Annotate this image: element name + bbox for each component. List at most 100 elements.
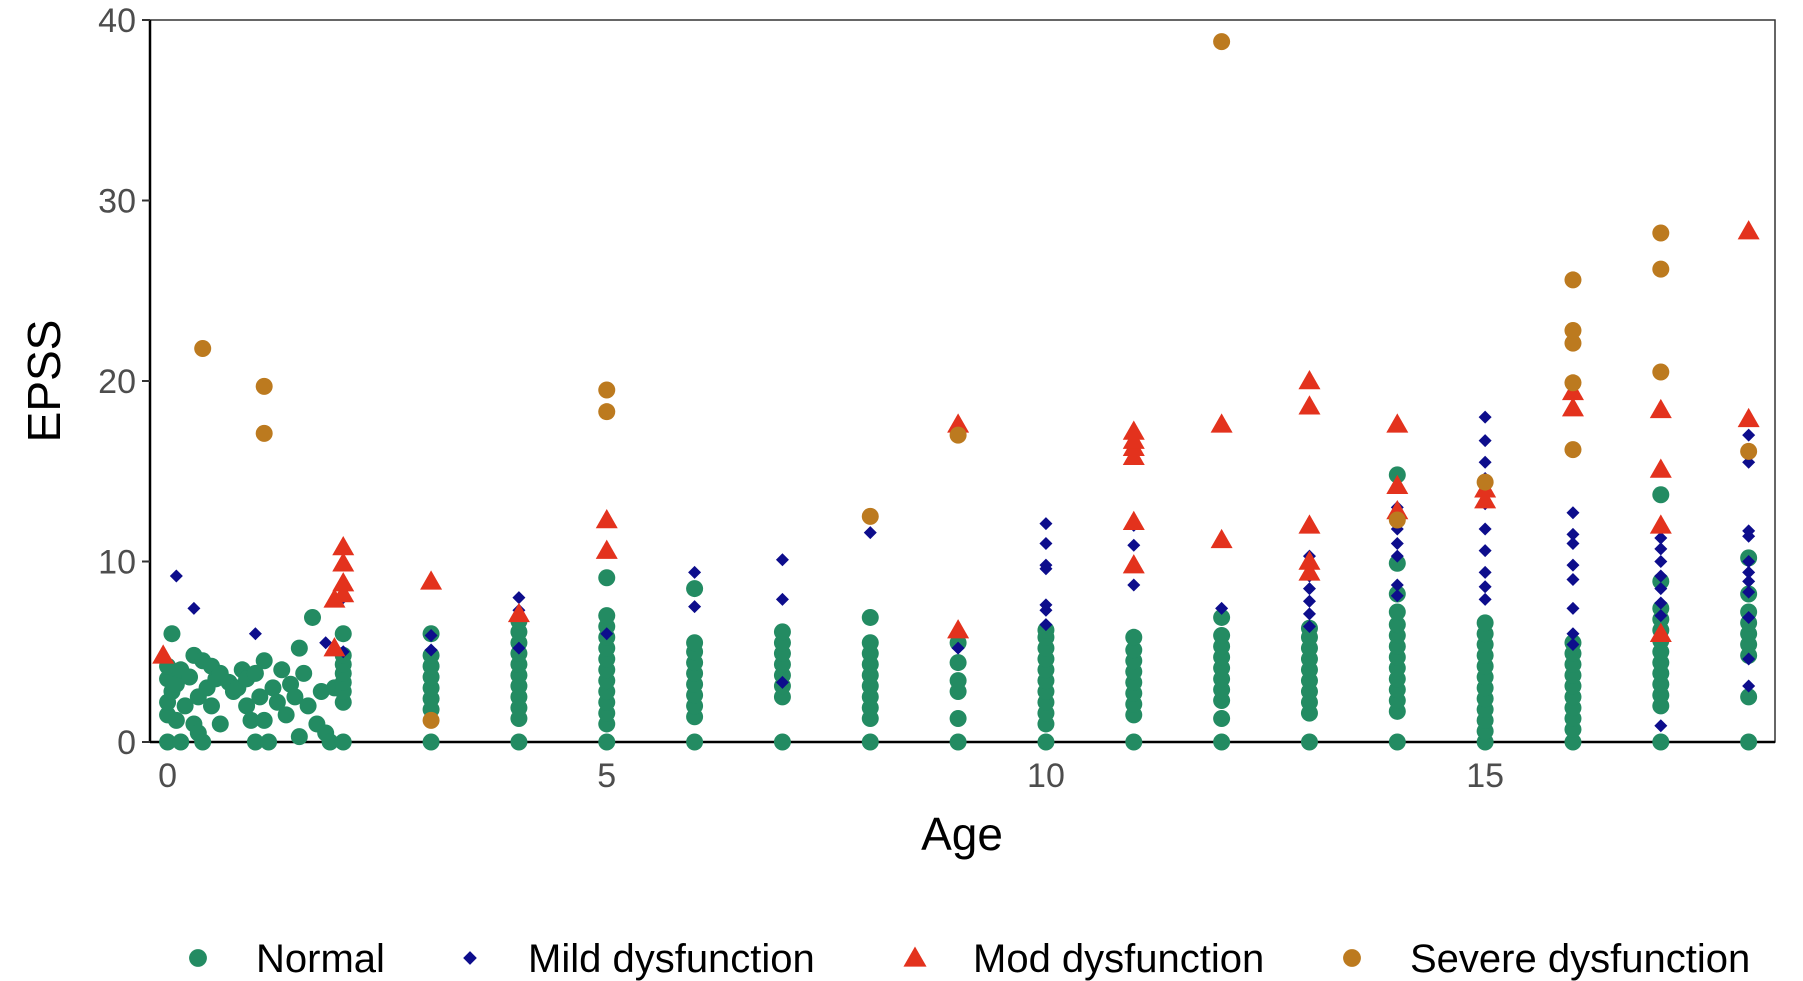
data-point-normal [1213, 608, 1231, 626]
data-point-mild-dysfunction [187, 601, 201, 615]
data-point-mild-dysfunction [1390, 589, 1404, 603]
data-point-mild-dysfunction [1478, 455, 1492, 469]
data-point-normal [290, 728, 308, 746]
data-point-mild-dysfunction [1390, 536, 1404, 550]
data-point-severe-dysfunction [194, 340, 212, 358]
data-point-mod-dysfunction [1737, 220, 1760, 240]
data-point-mild-dysfunction [1654, 555, 1668, 568]
legend-label: Mild dysfunction [528, 937, 815, 981]
plot-points [152, 33, 1760, 751]
data-point-normal [422, 733, 440, 751]
legend-key-mod-dysfunction [903, 946, 927, 967]
data-point-mod-dysfunction [323, 637, 346, 657]
data-point-normal [167, 675, 185, 693]
data-point-severe-dysfunction [1652, 363, 1670, 381]
data-point-severe-dysfunction [1476, 473, 1494, 491]
data-point-normal [1476, 614, 1494, 632]
data-point-normal [176, 697, 194, 715]
x-axis-ticks: 0 5 10 15 [158, 742, 1504, 795]
data-point-normal [211, 715, 229, 733]
data-point-mild-dysfunction [1742, 565, 1756, 579]
legend-label: Mod dysfunction [973, 937, 1264, 981]
data-point-mild-dysfunction [1654, 569, 1668, 583]
data-point-mild-dysfunction [1478, 410, 1492, 424]
data-point-normal [181, 668, 199, 686]
data-point-normal [312, 682, 330, 700]
data-point-normal [273, 661, 291, 679]
data-point-mod-dysfunction [152, 644, 175, 664]
data-point-mild-dysfunction [688, 565, 702, 579]
data-point-mod-dysfunction [332, 536, 355, 556]
data-point-normal [1037, 733, 1055, 751]
data-point-mild-dysfunction [1215, 601, 1229, 615]
data-point-mild-dysfunction [1566, 627, 1580, 641]
data-point-mod-dysfunction [332, 582, 355, 603]
data-point-severe-dysfunction [1740, 442, 1758, 460]
data-point-mod-dysfunction [332, 572, 355, 592]
data-point-severe-dysfunction [1652, 260, 1670, 278]
data-point-mild-dysfunction [1742, 679, 1756, 693]
data-point-normal [1388, 603, 1406, 621]
data-point-mild-dysfunction [1742, 610, 1756, 624]
y-axis-title: EPSS [18, 320, 70, 443]
data-point-severe-dysfunction [255, 424, 273, 442]
data-point-mild-dysfunction [1390, 578, 1404, 592]
data-point-normal [255, 711, 273, 729]
data-point-mod-dysfunction [1122, 554, 1145, 574]
y-tick-label: 40 [98, 2, 136, 40]
data-point-normal [686, 634, 704, 652]
data-point-mod-dysfunction [1474, 489, 1497, 509]
data-point-mod-dysfunction [1737, 407, 1760, 428]
data-point-normal [861, 608, 879, 626]
data-point-severe-dysfunction [1213, 33, 1231, 51]
data-point-normal [1125, 628, 1143, 646]
data-point-severe-dysfunction [598, 381, 616, 399]
data-point-mod-dysfunction [595, 508, 618, 529]
legend-key-mild-dysfunction [463, 951, 477, 965]
data-point-mod-dysfunction [595, 539, 618, 559]
y-tick-label: 0 [117, 724, 136, 762]
data-point-mild-dysfunction [1039, 558, 1053, 572]
x-tick-label: 5 [597, 757, 616, 795]
data-point-normal [949, 733, 967, 751]
data-point-mild-dysfunction [1302, 607, 1316, 621]
data-point-mild-dysfunction [1039, 618, 1053, 632]
data-point-mod-dysfunction [1122, 420, 1145, 440]
data-point-normal [260, 733, 278, 751]
data-point-mild-dysfunction [1654, 609, 1668, 623]
data-point-normal [304, 608, 321, 626]
data-point-mild-dysfunction [1654, 531, 1668, 545]
data-point-normal [246, 733, 264, 751]
data-point-mild-dysfunction [1039, 517, 1053, 531]
data-point-normal [268, 693, 286, 711]
data-point-mild-dysfunction [1478, 565, 1492, 579]
data-point-mild-dysfunction [951, 641, 965, 655]
data-point-mod-dysfunction [1298, 370, 1321, 390]
data-point-normal [1652, 486, 1670, 504]
data-point-normal [163, 625, 181, 643]
data-point-normal [510, 733, 528, 751]
data-point-mod-dysfunction [1561, 397, 1584, 417]
y-tick-label: 20 [98, 363, 136, 401]
series-mod-dysfunction [152, 220, 1760, 664]
data-point-normal [1740, 688, 1758, 706]
data-point-normal [194, 733, 212, 751]
data-point-mild-dysfunction [775, 675, 789, 689]
data-point-mild-dysfunction [1390, 549, 1404, 563]
legend-label: Normal [256, 937, 385, 981]
data-point-normal [949, 654, 967, 672]
data-point-mod-dysfunction [1649, 458, 1672, 478]
data-point-severe-dysfunction [1564, 441, 1582, 459]
y-tick-label: 10 [98, 544, 136, 582]
data-point-mild-dysfunction [1566, 536, 1580, 550]
data-point-mild-dysfunction [775, 553, 789, 567]
data-point-mild-dysfunction [512, 641, 526, 655]
data-point-mod-dysfunction [947, 619, 970, 639]
data-point-severe-dysfunction [255, 377, 273, 395]
data-point-mild-dysfunction [600, 627, 614, 641]
data-point-normal [295, 664, 313, 682]
data-point-normal [299, 697, 317, 715]
data-point-mod-dysfunction [1122, 510, 1145, 531]
data-point-normal [251, 688, 269, 706]
data-point-normal [598, 569, 616, 587]
